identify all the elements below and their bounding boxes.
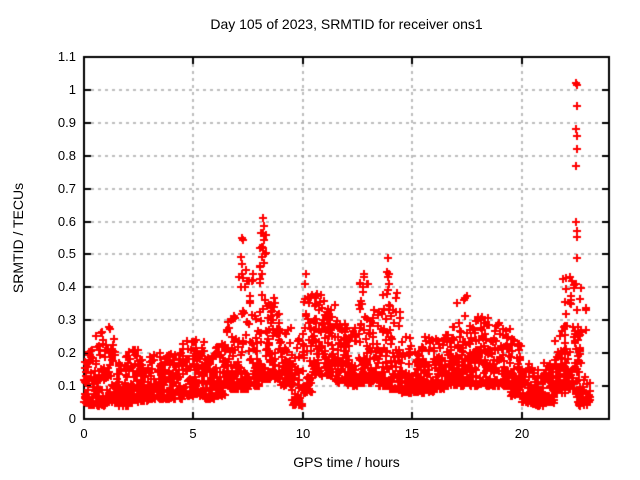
x-axis-label: GPS time / hours	[293, 454, 400, 470]
y-tick-label: 0.7	[57, 181, 76, 196]
y-tick-label: 1.1	[57, 49, 76, 64]
x-tick-label: 0	[80, 426, 88, 441]
y-tick-label: 0.4	[57, 279, 76, 294]
chart-title: Day 105 of 2023, SRMTID for receiver ons…	[210, 16, 483, 32]
y-tick-label: 0.5	[57, 246, 76, 261]
y-tick-label: 0.6	[57, 214, 76, 229]
x-tick-label: 15	[404, 426, 420, 441]
y-tick-label: 0.3	[57, 312, 76, 327]
y-axis-label: SRMTID / TECUs	[10, 182, 26, 294]
y-tick-label: 0.1	[57, 378, 76, 393]
x-tick-label: 10	[295, 426, 311, 441]
x-tick-label: 5	[189, 426, 197, 441]
x-tick-label: 20	[514, 426, 530, 441]
y-tick-label: 0.8	[57, 148, 76, 163]
y-tick-label: 1	[68, 82, 76, 97]
y-tick-label: 0	[68, 411, 76, 426]
y-tick-label: 0.9	[57, 115, 76, 130]
y-tick-label: 0.2	[57, 345, 76, 360]
